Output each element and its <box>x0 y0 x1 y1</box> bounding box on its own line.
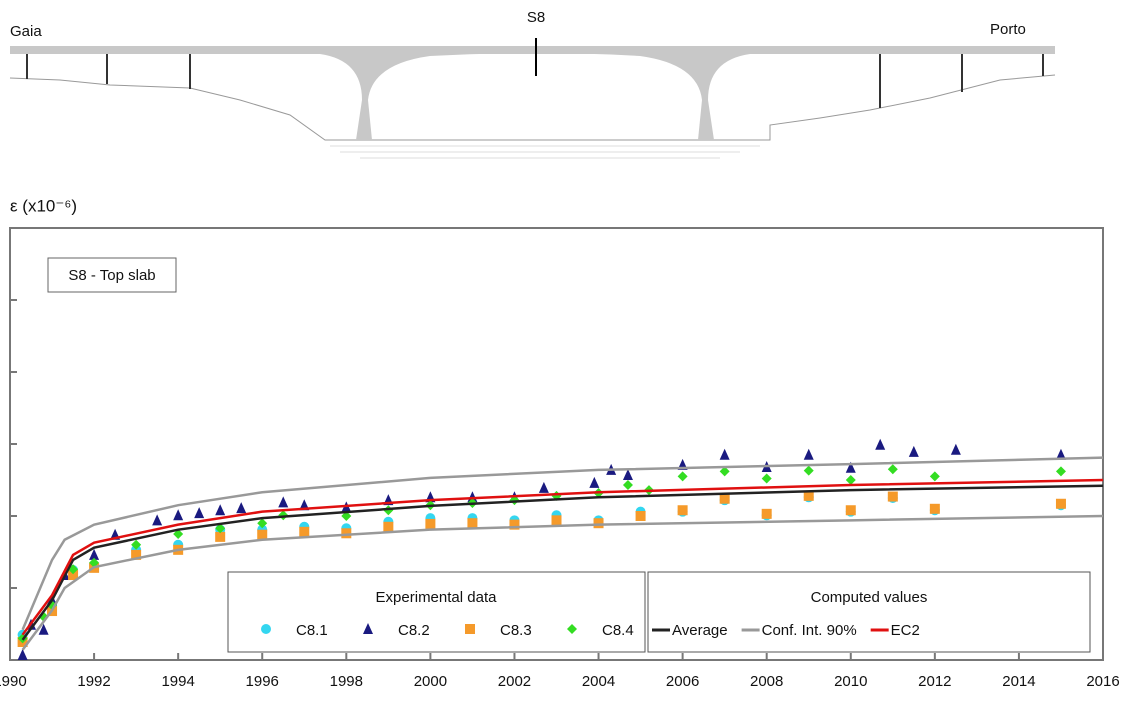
point <box>589 477 599 488</box>
point <box>1056 499 1066 509</box>
point <box>152 514 162 525</box>
point <box>257 530 267 540</box>
x-tick-label: 1990 <box>0 673 27 690</box>
point <box>623 480 633 490</box>
point <box>930 504 940 514</box>
point <box>909 446 919 457</box>
legend-label: C8.4 <box>602 622 634 639</box>
point <box>1056 466 1066 476</box>
legend-box <box>228 572 645 652</box>
x-tick-label: 1992 <box>77 673 110 690</box>
legend-swatch <box>465 624 475 634</box>
x-tick-label: 1998 <box>330 673 363 690</box>
point <box>804 466 814 476</box>
x-tick-label: 2016 <box>1086 673 1119 690</box>
section-label: S8 <box>527 9 545 26</box>
point <box>846 475 856 485</box>
legend-label: C8.3 <box>500 622 532 639</box>
x-tick-label: 2012 <box>918 673 951 690</box>
legend: Experimental data Computed values C8.1 C8… <box>228 572 1090 652</box>
point <box>720 449 730 460</box>
x-tick-label: 2000 <box>414 673 447 690</box>
point <box>623 469 633 480</box>
point <box>173 509 183 520</box>
x-tick-label: 2006 <box>666 673 699 690</box>
point <box>888 464 898 474</box>
point <box>678 471 688 481</box>
legend-label: C8.1 <box>296 622 328 639</box>
x-tick-label: 2002 <box>498 673 531 690</box>
point <box>215 532 225 542</box>
gaia-label: Gaia <box>10 23 42 40</box>
point <box>278 496 288 507</box>
deck <box>10 46 1055 54</box>
point <box>951 444 961 455</box>
x-tick-label: 1996 <box>246 673 279 690</box>
legend-box <box>648 572 1090 652</box>
point <box>236 502 246 513</box>
bridge-diagram: Gaia S8 Porto <box>10 9 1055 158</box>
page: Gaia S8 Porto ε (x10⁻⁶) S8 - Top slab 19… <box>0 0 1122 701</box>
legend-label: Conf. Int. 90% <box>762 622 857 639</box>
point <box>194 507 204 518</box>
y-axis-label: ε (x10⁻⁶) <box>10 196 77 215</box>
river <box>330 146 760 158</box>
x-tick-label: 1994 <box>161 673 194 690</box>
point <box>299 527 309 537</box>
x-tick-label: 2014 <box>1002 673 1035 690</box>
x-tick-label: 2004 <box>582 673 615 690</box>
point <box>875 439 885 450</box>
point <box>888 492 898 502</box>
x-tick-label: 2010 <box>834 673 867 690</box>
point <box>18 649 28 660</box>
point <box>636 511 646 521</box>
x-tick-label: 2008 <box>750 673 783 690</box>
point <box>539 482 549 493</box>
legend-label: Average <box>672 622 728 639</box>
legend-label: C8.2 <box>398 622 430 639</box>
legend-swatch <box>261 624 271 634</box>
point <box>467 518 477 528</box>
point <box>846 505 856 515</box>
point <box>425 519 435 529</box>
terrain <box>10 75 1055 140</box>
legend-label: EC2 <box>891 622 920 639</box>
porto-label: Porto <box>990 21 1026 38</box>
point <box>762 509 772 519</box>
point <box>804 449 814 460</box>
point <box>762 474 772 484</box>
legend-title: Experimental data <box>376 589 498 606</box>
point <box>383 522 393 532</box>
legend-title: Computed values <box>811 589 928 606</box>
point <box>552 515 562 525</box>
point <box>594 518 604 528</box>
annotation: S8 - Top slab <box>68 267 155 284</box>
point <box>678 505 688 515</box>
point <box>215 504 225 515</box>
point <box>930 471 940 481</box>
point <box>720 494 730 504</box>
